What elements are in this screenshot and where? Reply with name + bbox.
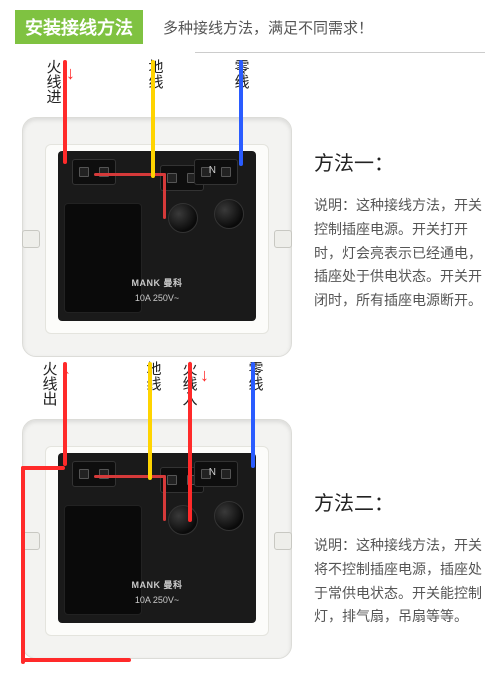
- wire-red-out-bottom: [21, 658, 131, 662]
- rating-marking-2: 10A 250V~: [135, 595, 179, 605]
- wire-blue-2: [251, 362, 255, 468]
- method1-row: 火线进 ↓ 地线 零线 N MANK 曼科 10A 250V~: [0, 53, 500, 361]
- method2-desc: 说明：这种接线方法，开关将不控制插座电源，插座处于常供电状态。开关能控制灯，排气…: [314, 534, 488, 629]
- arrow-down-icon-2: ↓: [200, 365, 209, 386]
- inner-plate-2: N MANK 曼科 10A 250V~: [45, 446, 269, 636]
- wire-red-out-h: [21, 466, 65, 470]
- wire-blue-1: [239, 60, 243, 166]
- rating-marking: 10A 250V~: [135, 293, 179, 303]
- post-2: [214, 199, 244, 229]
- wire-red-in-1: [63, 60, 67, 164]
- module-cap: [64, 203, 142, 313]
- method1-title: 方法一：: [314, 147, 488, 176]
- switch-back-2: N MANK 曼科 10A 250V~: [22, 419, 292, 659]
- wire-yellow-2: [148, 362, 152, 480]
- method2-text: 方法二： 说明：这种接线方法，开关将不控制插座电源，插座处于常供电状态。开关能控…: [302, 361, 488, 629]
- brand-marking-2: MANK 曼科: [132, 578, 183, 591]
- wire-red-out-side: [21, 466, 25, 664]
- label-live-out: 火线出: [40, 361, 57, 406]
- wire-yellow-1: [151, 60, 155, 178]
- terminal-n-label: N: [209, 165, 216, 176]
- terminal-n-label-2: N: [209, 467, 216, 478]
- method1-diagram: 火线进 ↓ 地线 零线 N MANK 曼科 10A 250V~: [12, 59, 302, 357]
- wire-internal-red-h: [94, 173, 166, 176]
- header-subtitle: 多种接线方法，满足不同需求！: [163, 17, 373, 38]
- terminal-block-left: [72, 159, 116, 185]
- header-badge: 安装接线方法: [15, 10, 143, 44]
- method2-diagram: 火线出 ↑ 地线 火线入 ↓ 零线 N MANK 曼科 10A 250V~: [12, 361, 302, 659]
- method2-wire-labels: 火线出 ↑ 地线 火线入 ↓ 零线: [12, 361, 302, 419]
- method1-text: 方法一： 说明：这种接线方法，开关控制插座电源。开关打开时，灯会亮表示已经通电，…: [302, 59, 488, 313]
- method2-row: 火线出 ↑ 地线 火线入 ↓ 零线 N MANK 曼科 10A 250V~: [0, 361, 500, 663]
- inner-plate-1: N MANK 曼科 10A 250V~: [45, 144, 269, 334]
- brand-marking: MANK 曼科: [132, 276, 183, 289]
- method1-desc: 说明：这种接线方法，开关控制插座电源。开关打开时，灯会亮表示已经通电，插座处于供…: [314, 194, 488, 313]
- wire-red-out-v: [63, 362, 67, 466]
- wire-internal-red-v: [163, 173, 166, 219]
- method2-title: 方法二：: [314, 487, 488, 516]
- wire-red-in-2: [188, 362, 192, 522]
- black-plate-2: N MANK 曼科 10A 250V~: [58, 453, 256, 623]
- switch-back-1: N MANK 曼科 10A 250V~: [22, 117, 292, 357]
- label-live-in: 火线进: [44, 59, 61, 104]
- arrow-down-icon: ↓: [66, 63, 75, 84]
- terminal-block-right: [194, 159, 238, 185]
- black-plate-1: N MANK 曼科 10A 250V~: [58, 151, 256, 321]
- label-ground-2: 地线: [144, 361, 161, 391]
- method1-wire-labels: 火线进 ↓ 地线 零线: [12, 59, 302, 117]
- page-header: 安装接线方法 多种接线方法，满足不同需求！: [0, 0, 500, 52]
- post-1: [168, 203, 198, 233]
